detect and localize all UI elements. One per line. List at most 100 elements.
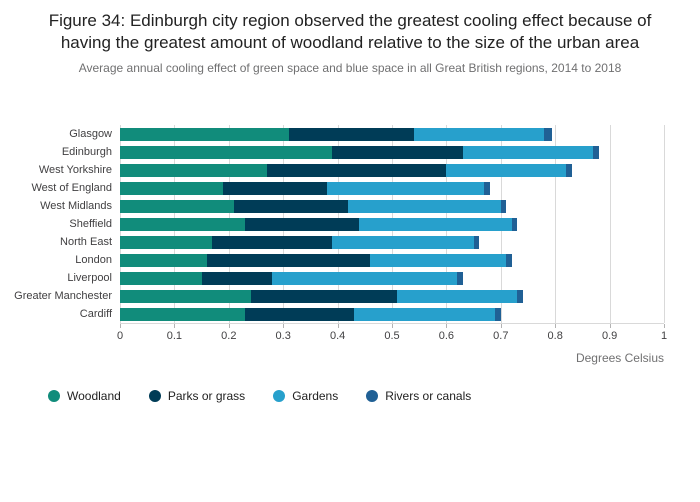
tick-mark: [446, 324, 448, 328]
bar-segment-parks-or-grass[interactable]: [207, 253, 371, 267]
bar-segment-gardens[interactable]: [462, 145, 594, 159]
bar-segment-parks-or-grass[interactable]: [288, 127, 414, 141]
category-label-edinburgh: Edinburgh: [61, 146, 112, 158]
bar-segment-rivers-or-canals[interactable]: [566, 163, 572, 177]
bar-row-glasgow: [120, 125, 664, 143]
legend-label: Gardens: [292, 389, 339, 403]
category-label-london: London: [75, 254, 112, 266]
bar-segment-gardens[interactable]: [413, 127, 545, 141]
bar-segment-woodland[interactable]: [120, 181, 224, 195]
bar-segment-woodland[interactable]: [120, 163, 267, 177]
bar-segment-rivers-or-canals[interactable]: [506, 253, 512, 267]
bar-segment-woodland[interactable]: [120, 217, 246, 231]
category-label-greater-manchester: Greater Manchester: [14, 290, 112, 302]
bar-track: [120, 253, 664, 267]
tick-mark: [228, 324, 230, 328]
bar-segment-parks-or-grass[interactable]: [223, 181, 327, 195]
tick-label: 0.5: [384, 330, 400, 342]
legend-label: Rivers or canals: [385, 389, 472, 403]
gridline: [555, 125, 557, 323]
bar-segment-rivers-or-canals[interactable]: [544, 127, 553, 141]
legend-item-parks-or-grass: Parks or grass: [148, 389, 246, 403]
bar-segment-parks-or-grass[interactable]: [266, 163, 447, 177]
legend-label: Woodland: [67, 389, 121, 403]
bar-segment-rivers-or-canals[interactable]: [511, 217, 518, 231]
bar-row-greater-manchester: [120, 287, 664, 305]
bar-segment-parks-or-grass[interactable]: [245, 217, 360, 231]
tick-mark: [555, 324, 557, 328]
category-label-west-yorkshire: West Yorkshire: [38, 164, 112, 176]
tick-label: 0: [116, 330, 124, 342]
bar-row-london: [120, 251, 664, 269]
plot-column: 0 0.1 0.2 0.3 0.4 0.5 0.6 0.7 0.8 0.9 1 Degrees Ce…: [116, 125, 668, 365]
bar-segment-parks-or-grass[interactable]: [212, 235, 333, 249]
tick-label: 0.2: [221, 330, 237, 342]
x-axis-title: Degrees Celsius: [575, 351, 664, 365]
bar-row-north-east: [120, 233, 664, 251]
bar-row-cardiff: [120, 305, 664, 323]
tick-mark: [664, 324, 665, 328]
bar-segment-rivers-or-canals[interactable]: [484, 181, 490, 195]
bar-segment-gardens[interactable]: [353, 307, 496, 321]
tick-label: 0.4: [329, 330, 346, 342]
legend-swatch-icon: [48, 390, 60, 402]
bar-segment-woodland[interactable]: [120, 271, 202, 285]
bar-segment-rivers-or-canals[interactable]: [457, 271, 463, 285]
category-label-sheffield: Sheffield: [69, 218, 112, 230]
bar-track: [120, 307, 664, 321]
tick-label: 0.1: [166, 330, 183, 342]
category-label-liverpool: Liverpool: [67, 272, 112, 284]
bar-segment-gardens[interactable]: [348, 199, 501, 213]
bar-segment-parks-or-grass[interactable]: [234, 199, 349, 213]
bar-row-west-midlands: [120, 197, 664, 215]
bar-segment-parks-or-grass[interactable]: [250, 289, 398, 303]
bar-segment-rivers-or-canals[interactable]: [517, 289, 523, 303]
tick-label: 1: [660, 330, 668, 342]
bar-track: [120, 181, 664, 195]
category-label-glasgow: Glasgow: [69, 128, 112, 140]
bar-segment-woodland[interactable]: [120, 145, 333, 159]
bar-segment-woodland[interactable]: [120, 235, 213, 249]
bar-track: [120, 271, 664, 285]
legend-item-gardens: Gardens: [273, 389, 338, 403]
bar-segment-woodland[interactable]: [120, 253, 208, 267]
bar-track: [120, 163, 664, 177]
bar-track: [120, 217, 664, 231]
gridline: [609, 125, 611, 323]
bar-segment-rivers-or-canals[interactable]: [473, 235, 480, 249]
bar-segment-woodland[interactable]: [120, 127, 289, 141]
bar-segment-rivers-or-canals[interactable]: [495, 307, 501, 321]
bar-segment-rivers-or-canals[interactable]: [500, 199, 507, 213]
tick-label: 0.3: [275, 330, 291, 342]
bar-segment-gardens[interactable]: [397, 289, 518, 303]
tick-mark: [174, 324, 176, 328]
bar-segment-gardens[interactable]: [359, 217, 512, 231]
bar-segment-rivers-or-canals[interactable]: [593, 145, 599, 159]
bar-segment-parks-or-grass[interactable]: [245, 307, 354, 321]
category-label-north-east: North East: [60, 236, 112, 248]
plot-area: [120, 125, 665, 323]
legend-swatch-icon: [273, 390, 286, 402]
bar-segment-gardens[interactable]: [326, 181, 485, 195]
legend: Woodland Parks or grass Gardens Rivers or c…: [0, 389, 700, 403]
legend-label: Parks or grass: [167, 389, 246, 403]
legend-swatch-icon: [148, 390, 161, 402]
stacked-bar-chart: Glasgow Edinburgh West Yorkshire West of En…: [0, 125, 700, 365]
bar-track: [120, 127, 664, 141]
bar-segment-woodland[interactable]: [120, 307, 246, 321]
bar-segment-gardens[interactable]: [370, 253, 507, 267]
bar-segment-parks-or-grass[interactable]: [201, 271, 273, 285]
gridline: [664, 125, 665, 323]
bar-segment-woodland[interactable]: [120, 199, 235, 213]
category-label-cardiff: Cardiff: [79, 308, 112, 320]
y-axis-labels: Glasgow Edinburgh West Yorkshire West of En…: [0, 125, 120, 365]
tick-mark: [120, 324, 121, 328]
bar-segment-gardens[interactable]: [332, 235, 474, 249]
bar-segment-gardens[interactable]: [446, 163, 567, 177]
bar-segment-parks-or-grass[interactable]: [332, 145, 463, 159]
bar-segment-gardens[interactable]: [272, 271, 458, 285]
bar-segment-woodland[interactable]: [120, 289, 251, 303]
tick-label: 0.8: [547, 330, 563, 342]
legend-swatch-icon: [366, 390, 379, 402]
